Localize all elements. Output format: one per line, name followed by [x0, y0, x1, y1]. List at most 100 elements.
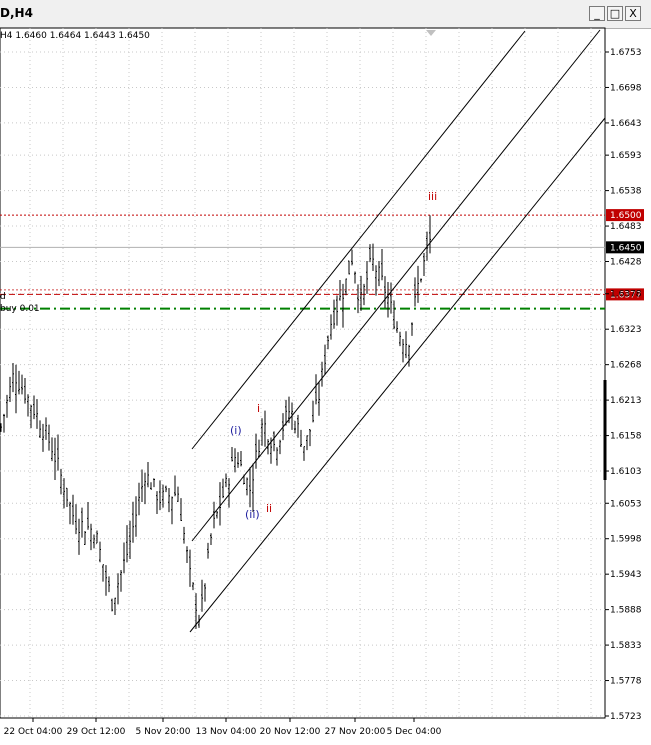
ohlc-bar	[24, 377, 26, 404]
current-price-label: 1.6450	[610, 243, 642, 253]
ohlc-bar	[243, 474, 245, 485]
price-tick-label: 1.6053	[610, 499, 642, 509]
price-tick-label: 1.5998	[610, 535, 642, 545]
price-tick-label: 1.6698	[610, 83, 642, 93]
ohlc-bar	[192, 582, 194, 591]
ohlc-bar	[18, 370, 20, 395]
channel-lower-line	[189, 117, 606, 633]
ohlc-bar	[333, 299, 335, 329]
ohlc-bar	[162, 484, 164, 508]
ohlc-bar	[336, 295, 338, 326]
ohlc-bar	[93, 534, 95, 549]
time-tick-label: 13 Nov 04:00	[196, 727, 257, 737]
ohlc-bar	[12, 363, 14, 393]
ohlc-bar	[0, 423, 2, 432]
ohlc-bar	[90, 523, 92, 551]
ohlc-bar	[387, 282, 389, 318]
ohlc-bar	[372, 243, 374, 271]
ohlc-bar	[195, 593, 197, 629]
level-price-label: 1.6377	[610, 290, 642, 300]
ohlc-bar	[366, 260, 368, 294]
ohlc-bar	[102, 564, 104, 582]
ohlc-bar	[255, 433, 257, 469]
ohlc-bar	[87, 502, 89, 530]
price-tick-label: 1.5833	[610, 641, 642, 651]
ohlc-bar	[267, 439, 269, 455]
close-button[interactable]: X	[625, 6, 641, 21]
minimize-button[interactable]: _	[589, 6, 605, 21]
ohlc-bar	[291, 402, 293, 430]
price-tick-label: 1.6753	[610, 48, 642, 58]
ohlc-bar	[225, 473, 227, 488]
ohlc-bar	[408, 344, 410, 367]
ohlc-bar	[294, 420, 296, 434]
wave-label: (i)	[230, 424, 242, 437]
restore-button[interactable]: □	[607, 6, 623, 21]
channel-upper-line	[191, 30, 526, 450]
ohlc-bar	[150, 482, 152, 490]
ohlc-bar	[297, 414, 299, 438]
ohlc-bar	[135, 496, 137, 537]
ohlc-bar	[114, 597, 116, 615]
ohlc-bar	[246, 477, 248, 496]
ohlc-bar	[309, 429, 311, 447]
ohlc-bar	[123, 542, 125, 574]
ohlc-bar	[15, 364, 17, 414]
ohlc-bar	[183, 526, 185, 544]
ohlc-bar	[39, 420, 41, 438]
ohlc-bar	[27, 394, 29, 417]
chart-grid	[0, 27, 606, 719]
wave-label: iii	[428, 190, 437, 203]
ohlc-bar	[423, 253, 425, 277]
time-tick-label: 29 Oct 12:00	[67, 727, 126, 737]
ohlc-bar	[282, 413, 284, 441]
ohlc-bar	[327, 335, 329, 350]
price-tick-label: 1.6593	[610, 151, 642, 161]
ohlc-bar	[96, 530, 98, 544]
ohlc-bar	[348, 260, 350, 275]
ohlc-bar	[141, 469, 143, 502]
ohlc-bar	[120, 570, 122, 592]
ohlc-bar	[318, 381, 320, 416]
ohlc-bar	[132, 501, 134, 543]
ohlc-bar	[249, 467, 251, 508]
ohlc-bar	[180, 498, 182, 522]
ohlc-bar	[9, 376, 11, 403]
ohlc-bar	[69, 501, 71, 525]
ohlc-bar	[3, 413, 5, 433]
ohlc-bar	[234, 448, 236, 473]
ohlc-bar	[213, 501, 215, 529]
ohlc-bars	[0, 215, 431, 629]
time-axis: 22 Oct 04:00 29 Oct 12:00 5 Nov 20:00 13 No…	[4, 30, 442, 737]
ohlc-bar	[216, 511, 218, 519]
ohlc-bar	[375, 265, 377, 296]
ohlc-bar	[201, 579, 203, 612]
ohlc-bar	[111, 598, 113, 612]
price-tick-label: 1.6378	[610, 290, 642, 300]
price-tick-label: 1.5943	[610, 570, 642, 580]
time-tick-label: 5 Nov 20:00	[136, 727, 191, 737]
ohlc-bar	[303, 446, 305, 461]
ohlc-bar	[300, 429, 302, 448]
ohlc-bar	[156, 491, 158, 515]
ohlc-bar	[159, 480, 161, 511]
ohlc-bar	[177, 486, 179, 502]
ohlc-bar	[6, 394, 8, 418]
wave-label: i	[257, 402, 260, 415]
ohlc-bar	[75, 504, 77, 535]
ohlc-bar	[138, 482, 140, 516]
price-tick-label: 1.6643	[610, 119, 642, 129]
ohlc-bar	[45, 417, 47, 440]
level-price-label: 1.6500	[610, 211, 642, 221]
ohlc-bar	[378, 261, 380, 287]
ohlc-bar	[231, 447, 233, 462]
ohlc-bar	[417, 265, 419, 303]
window-title: D,H4	[0, 6, 33, 20]
ohlc-bar	[339, 280, 341, 301]
ohlc-bar	[174, 475, 176, 497]
ohlc-bar	[204, 583, 206, 602]
ohlc-bar	[153, 478, 155, 488]
ohlc-bar	[360, 275, 362, 311]
